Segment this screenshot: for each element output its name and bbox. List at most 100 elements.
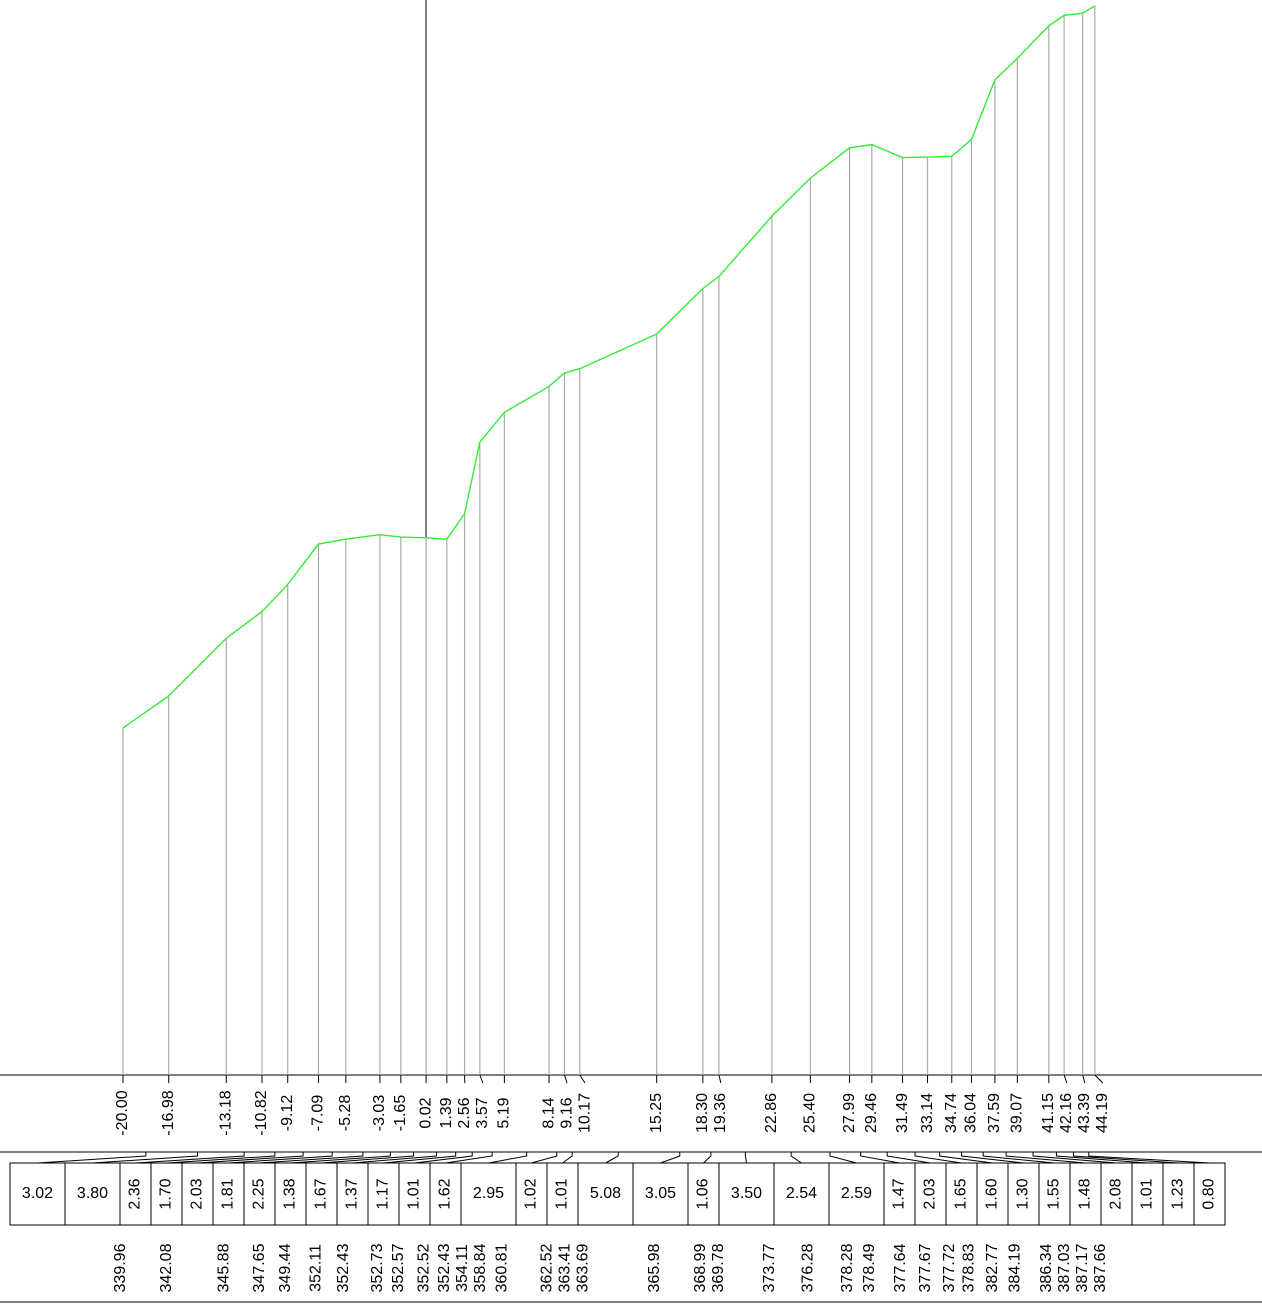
offset-label: -16.98 (160, 1090, 177, 1135)
elevation-label: 378.49 (861, 1243, 878, 1292)
elevation-label: 373.77 (761, 1243, 778, 1292)
elevation-label: 362.52 (538, 1243, 555, 1292)
leader (259, 1152, 364, 1164)
segment-length: 1.60 (984, 1178, 1001, 1209)
offset-label: -1.65 (392, 1095, 409, 1132)
segment-length: 5.08 (590, 1185, 621, 1202)
elevation-label: 365.98 (646, 1243, 663, 1292)
elevation-label: 352.11 (308, 1244, 325, 1292)
offset-label: 39.07 (1009, 1093, 1026, 1133)
elevation-label: 342.08 (158, 1243, 175, 1292)
offset-label: 15.25 (648, 1093, 665, 1133)
leader (383, 1152, 457, 1164)
offset-label: -20.00 (114, 1090, 131, 1135)
leader (414, 1152, 473, 1164)
offset-label: 19.36 (712, 1093, 729, 1133)
elevation-label: 387.17 (1074, 1243, 1091, 1292)
leader (1055, 1152, 1148, 1164)
elevation-label: 352.43 (436, 1243, 453, 1292)
offset-label: 44.19 (1094, 1093, 1111, 1133)
leader (564, 1074, 568, 1084)
elevation-label: 382.77 (984, 1243, 1001, 1292)
segment-length: 1.06 (695, 1178, 712, 1209)
offset-label: 43.39 (1076, 1093, 1093, 1133)
offset-label: 33.14 (919, 1093, 936, 1133)
segment-length: 2.03 (922, 1178, 939, 1209)
segment-length: 1.01 (554, 1178, 571, 1209)
offset-label: 5.19 (496, 1097, 513, 1128)
segment-length: 1.70 (158, 1178, 175, 1209)
segment-length: 3.02 (22, 1185, 53, 1202)
segment-length: 1.37 (344, 1178, 361, 1209)
leader (166, 1152, 276, 1164)
elevation-label: 360.81 (494, 1243, 511, 1292)
offset-label: 42.16 (1058, 1093, 1075, 1133)
segment-length: 1.23 (1170, 1178, 1187, 1209)
elevation-label: 377.67 (917, 1243, 934, 1292)
leader (982, 1152, 1055, 1164)
leader (939, 1152, 993, 1164)
offset-label: -5.28 (337, 1095, 354, 1132)
leader (531, 1152, 558, 1164)
offset-label: 29.46 (863, 1093, 880, 1133)
offset-label: 31.49 (894, 1093, 911, 1133)
leader (1082, 1074, 1086, 1084)
segment-length: 2.36 (127, 1178, 144, 1209)
offset-label: -3.03 (371, 1095, 388, 1132)
offset-label: -7.09 (310, 1095, 327, 1132)
leader (1005, 1152, 1086, 1164)
leader (703, 1152, 712, 1164)
segment-length: 2.08 (1108, 1178, 1125, 1209)
elevation-label: 352.57 (390, 1243, 407, 1292)
offset-label: 37.59 (986, 1093, 1003, 1133)
leader (829, 1152, 857, 1164)
elevation-label: 352.52 (415, 1243, 432, 1292)
leader (488, 1152, 528, 1164)
offset-label: 41.15 (1040, 1093, 1057, 1133)
elevation-label: 339.96 (112, 1243, 129, 1292)
elevation-label: 387.03 (1056, 1243, 1073, 1292)
leader (886, 1152, 931, 1164)
segment-length: 1.01 (406, 1178, 423, 1209)
offset-label: 34.74 (943, 1093, 960, 1133)
segment-length: 3.80 (77, 1185, 108, 1202)
offset-label: 27.99 (841, 1093, 858, 1133)
segment-length: 1.62 (437, 1178, 454, 1209)
segment-length: 1.55 (1046, 1178, 1063, 1209)
offset-label: -9.12 (279, 1095, 296, 1132)
elevation-label: 347.65 (251, 1243, 268, 1292)
segment-length: 2.95 (473, 1185, 504, 1202)
elevation-label: 363.69 (574, 1243, 591, 1292)
segment-length: 2.25 (251, 1178, 268, 1209)
elevation-label: 349.44 (277, 1243, 294, 1292)
leader (1063, 1074, 1068, 1084)
segment-length: 2.03 (189, 1178, 206, 1209)
offset-label: -13.18 (217, 1090, 234, 1135)
offset-label: 25.40 (802, 1093, 819, 1133)
segment-length: 1.01 (1139, 1178, 1156, 1209)
elevation-label: 354.11 (454, 1244, 471, 1292)
segment-length: 1.02 (523, 1178, 540, 1209)
leader (914, 1152, 962, 1164)
segment-length: 1.17 (375, 1178, 392, 1209)
elevation-label: 358.84 (472, 1243, 489, 1292)
leader (790, 1152, 802, 1164)
leader (1094, 1074, 1104, 1084)
leader (718, 1074, 722, 1084)
elevation-label: 378.83 (961, 1243, 978, 1292)
elevation-label: 384.19 (1007, 1243, 1024, 1292)
segment-length: 1.38 (282, 1178, 299, 1209)
segment-length: 1.65 (953, 1178, 970, 1209)
elevation-label: 363.41 (556, 1243, 573, 1292)
leader (1088, 1152, 1210, 1164)
offset-label: 22.86 (763, 1093, 780, 1133)
elevation-label: 369.78 (710, 1243, 727, 1292)
segment-length: 3.05 (645, 1185, 676, 1202)
elevation-label: 368.99 (692, 1243, 709, 1292)
leader (660, 1152, 681, 1164)
leader (1072, 1152, 1179, 1164)
offset-label: 8.14 (540, 1097, 557, 1128)
leader (445, 1152, 493, 1164)
offset-label: 18.30 (694, 1093, 711, 1133)
